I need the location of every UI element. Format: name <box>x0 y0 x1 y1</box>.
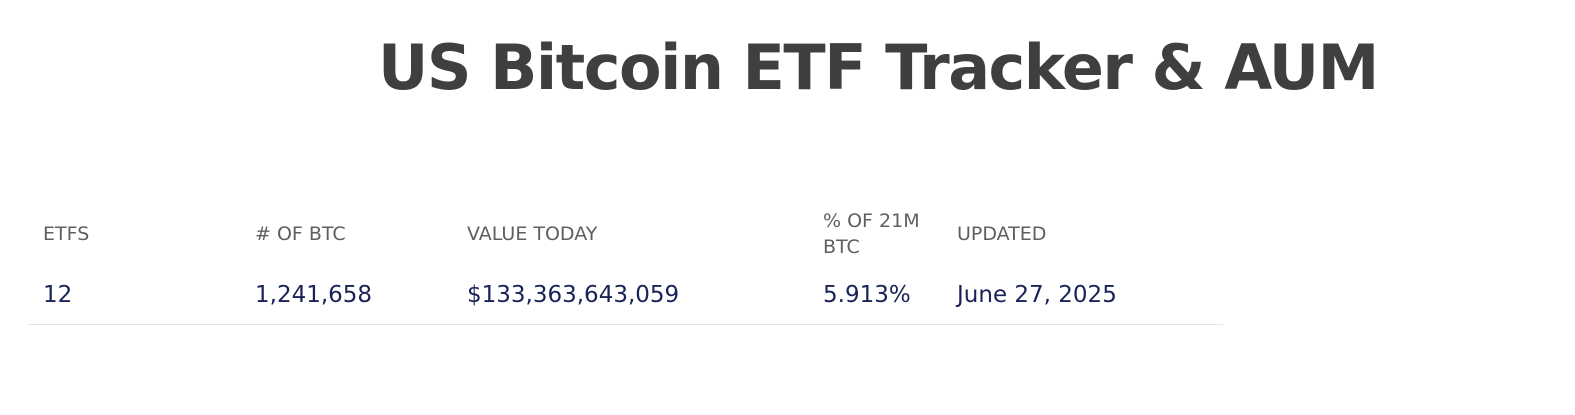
table-body: 12 1,241,658 $133,363,643,059 5.913% Jun… <box>28 268 1223 325</box>
table-row: 12 1,241,658 $133,363,643,059 5.913% Jun… <box>28 268 1223 325</box>
updated-date-value: June 27, 2025 <box>942 268 1223 325</box>
column-header-value-today: VALUE TODAY <box>467 223 598 245</box>
pct-of-supply-value: 5.913% <box>808 268 942 325</box>
etf-summary-table: ETFS # OF BTC VALUE TODAY % OF 21M BTC U… <box>28 200 1223 325</box>
page-title: US Bitcoin ETF Tracker & AUM <box>378 31 1379 104</box>
etf-count-value: 12 <box>28 268 240 325</box>
table-header: ETFS # OF BTC VALUE TODAY % OF 21M BTC U… <box>28 200 1223 268</box>
column-header-updated: UPDATED <box>957 223 1047 245</box>
column-header-pct-of-supply: % OF 21M BTC <box>823 210 920 258</box>
value-today-value: $133,363,643,059 <box>452 268 808 325</box>
btc-held-value: 1,241,658 <box>240 268 452 325</box>
column-header-num-btc: # OF BTC <box>255 223 346 245</box>
column-header-etfs: ETFS <box>43 223 90 245</box>
table-header-row: ETFS # OF BTC VALUE TODAY % OF 21M BTC U… <box>28 200 1223 268</box>
